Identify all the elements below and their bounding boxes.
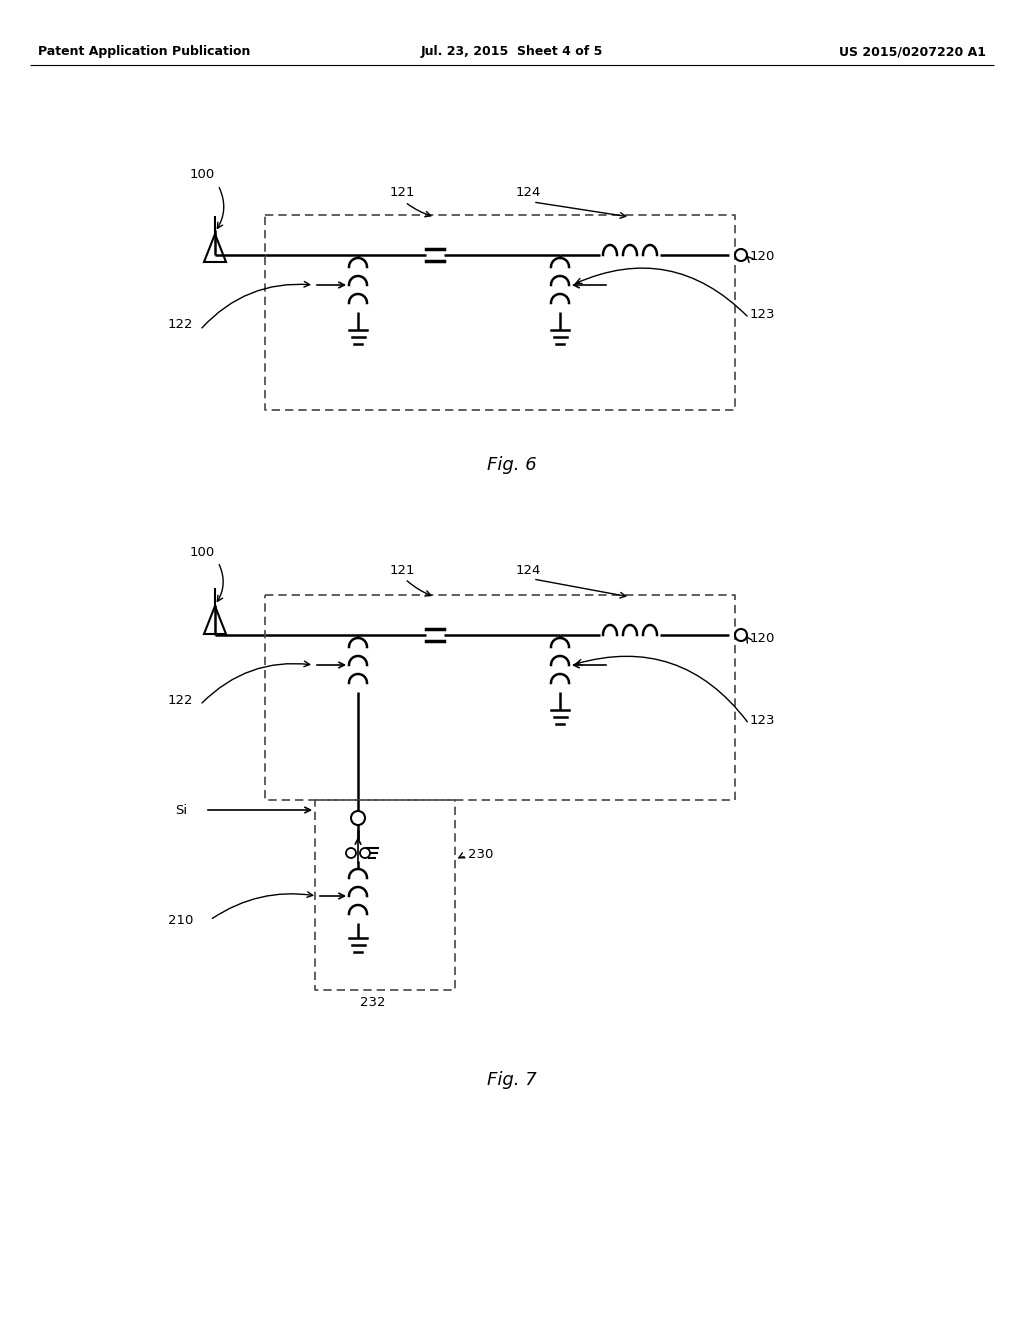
Text: 124: 124 xyxy=(516,186,542,199)
Text: 123: 123 xyxy=(750,309,775,322)
Text: Fig. 6: Fig. 6 xyxy=(487,455,537,474)
Text: 232: 232 xyxy=(360,997,385,1010)
Text: 121: 121 xyxy=(390,564,416,577)
Text: Si: Si xyxy=(175,804,187,817)
Text: US 2015/0207220 A1: US 2015/0207220 A1 xyxy=(839,45,986,58)
Text: 124: 124 xyxy=(516,564,542,577)
Text: 230: 230 xyxy=(468,849,494,862)
Text: 122: 122 xyxy=(168,318,194,331)
Circle shape xyxy=(735,630,746,642)
Text: Jul. 23, 2015  Sheet 4 of 5: Jul. 23, 2015 Sheet 4 of 5 xyxy=(421,45,603,58)
Text: Fig. 7: Fig. 7 xyxy=(487,1071,537,1089)
Circle shape xyxy=(346,847,356,858)
Text: Patent Application Publication: Patent Application Publication xyxy=(38,45,251,58)
Text: 120: 120 xyxy=(750,251,775,264)
Text: 122: 122 xyxy=(168,693,194,706)
Text: 121: 121 xyxy=(390,186,416,199)
Text: 100: 100 xyxy=(190,545,215,558)
Text: 123: 123 xyxy=(750,714,775,726)
Text: 120: 120 xyxy=(750,631,775,644)
Circle shape xyxy=(351,810,365,825)
Text: 100: 100 xyxy=(190,169,215,181)
Circle shape xyxy=(735,249,746,261)
Text: 210: 210 xyxy=(168,913,194,927)
Circle shape xyxy=(360,847,370,858)
